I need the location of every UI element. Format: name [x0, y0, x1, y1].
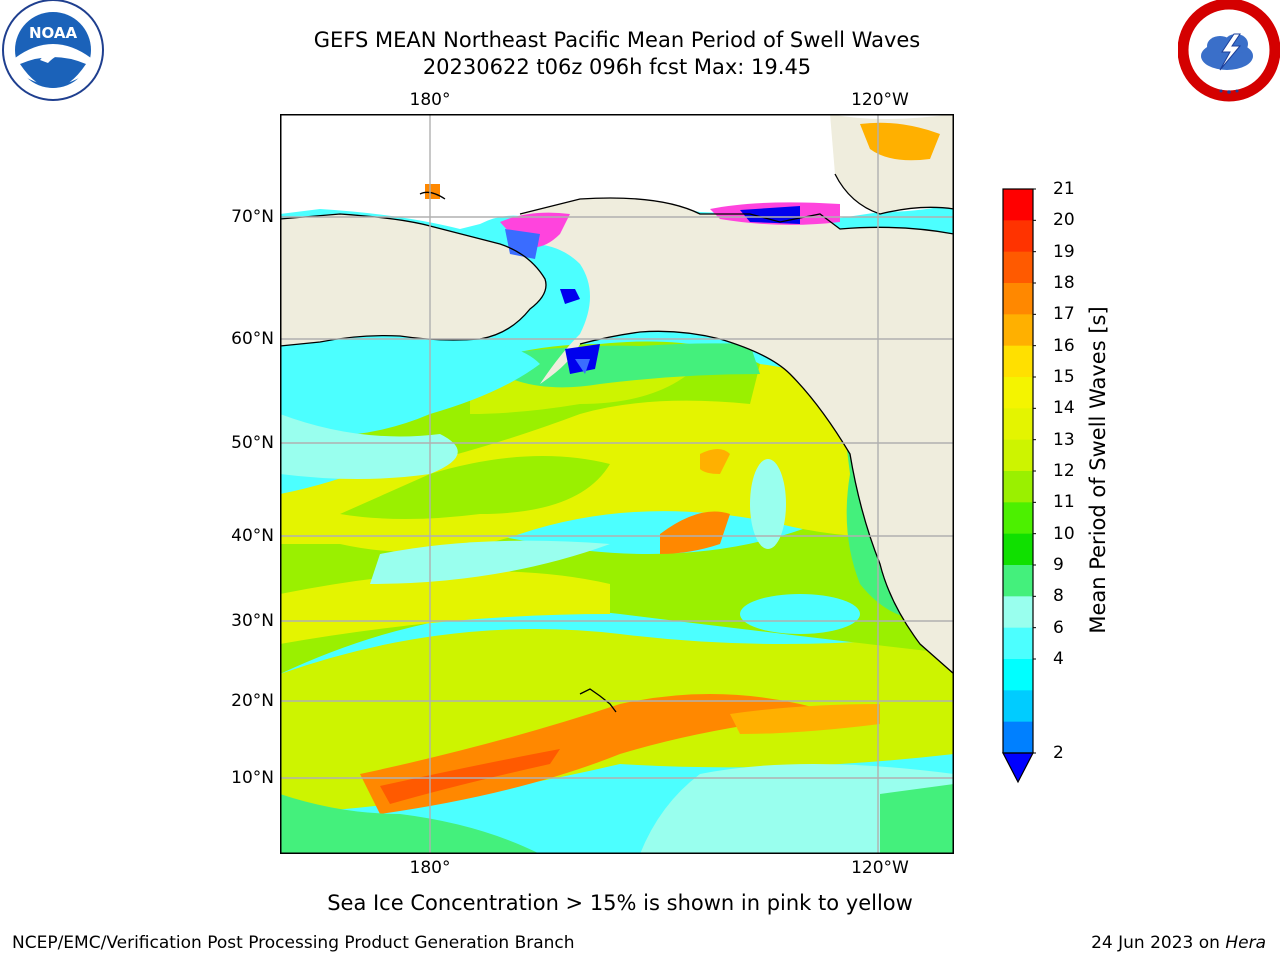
lat-tick-60: 60°N: [231, 329, 274, 349]
colorbar-tick-label: 10: [1053, 523, 1075, 544]
lat-tick-30: 30°N: [231, 611, 274, 631]
colorbar-tick-label: 17: [1053, 304, 1075, 325]
page-title: GEFS MEAN Northeast Pacific Mean Period …: [313, 28, 921, 52]
colorbar-band: [1003, 251, 1033, 284]
footer-date-text: 24 Jun 2023 on: [1091, 933, 1226, 953]
lon-tick-bottom-120w: 120°W: [851, 858, 909, 878]
colorbar-tick-label: 18: [1053, 273, 1075, 293]
colorbar-tick-label: 19: [1053, 241, 1075, 262]
swell-period-map: [280, 114, 954, 854]
colorbar-band: [1003, 533, 1033, 566]
colorbar-band: [1003, 377, 1033, 409]
svg-text:NOAA: NOAA: [29, 24, 78, 42]
colorbar-band: [1003, 345, 1033, 378]
footer-date: 24 Jun 2023 on Hera: [1091, 933, 1266, 953]
colorbar-band: [1003, 220, 1033, 253]
colorbar-tick-label: 13: [1053, 429, 1075, 450]
map-panel: [280, 114, 954, 854]
colorbar-extend-arrow: [1002, 752, 1034, 784]
page-subtitle: 20230622 t06z 096h fcst Max: 19.45: [422, 55, 812, 79]
colorbar-tick-label: 15: [1053, 367, 1075, 387]
colorbar-band: [1003, 283, 1033, 315]
colorbar-tick-label: 11: [1053, 492, 1075, 513]
colorbar-tick-label: 14: [1053, 398, 1075, 419]
colorbar-band: [1003, 565, 1033, 597]
colorbar-tick-label: 12: [1053, 461, 1075, 481]
colorbar-tick-label: 9: [1053, 555, 1064, 575]
lon-tick-top-120w: 120°W: [851, 90, 909, 110]
noaa-logo: NOAA: [0, 0, 106, 106]
colorbar-band: [1003, 439, 1033, 472]
colorbar-tick-label: 4: [1053, 649, 1064, 669]
lat-tick-50: 50°N: [231, 433, 274, 453]
lat-tick-10: 10°N: [231, 768, 274, 788]
colorbar-band: [1003, 314, 1033, 347]
graticule: [280, 114, 954, 854]
lat-tick-20: 20°N: [231, 691, 274, 711]
lat-tick-40: 40°N: [231, 526, 274, 546]
lon-tick-bottom-180: 180°: [409, 858, 451, 878]
colorbar-band: [1003, 189, 1033, 221]
sea-ice-note: Sea Ice Concentration > 15% is shown in …: [327, 891, 913, 915]
colorbar-tick-label: 20: [1053, 210, 1075, 231]
colorbar: [1002, 188, 1036, 784]
colorbar-band: [1003, 690, 1033, 723]
footer-machine: Hera: [1225, 933, 1266, 953]
colorbar-band: [1003, 502, 1033, 535]
colorbar-label: Mean Period of Swell Waves [s]: [1086, 306, 1110, 634]
colorbar-tick-label: 8: [1053, 586, 1064, 607]
colorbar-band: [1003, 721, 1033, 754]
colorbar-band: [1003, 596, 1033, 629]
colorbar-band: [1003, 627, 1033, 660]
colorbar-band: [1003, 408, 1033, 441]
colorbar-tick-label: 6: [1053, 617, 1064, 638]
colorbar-tick-label: 21: [1053, 179, 1075, 199]
lon-tick-top-180: 180°: [409, 90, 451, 110]
lat-tick-70: 70°N: [231, 207, 274, 227]
colorbar-tick-label: 2: [1053, 743, 1064, 763]
nws-logo: [1177, 0, 1280, 102]
colorbar-band: [1003, 471, 1033, 503]
colorbar-band: [1003, 659, 1033, 691]
footer-credit: NCEP/EMC/Verification Post Processing Pr…: [12, 933, 575, 953]
colorbar-tick-label: 16: [1053, 335, 1075, 356]
